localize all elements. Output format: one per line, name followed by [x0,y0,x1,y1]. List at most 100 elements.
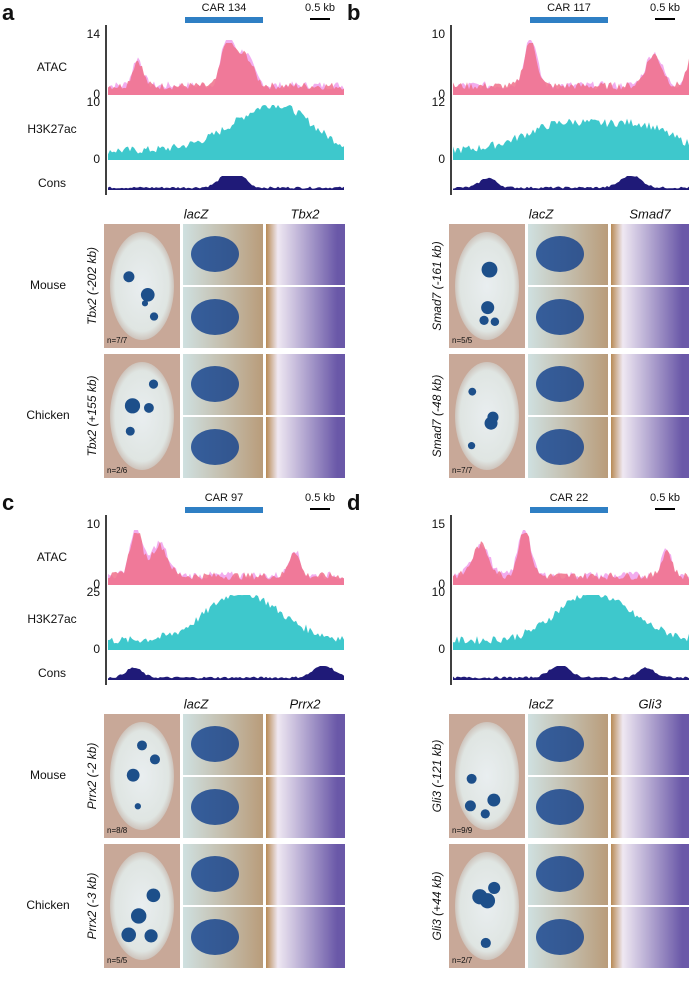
lacz-stain [191,299,239,335]
ish-image [611,714,689,775]
construct-label: Prrx2 (-2 kb) [85,743,99,810]
track-tick: 12 [432,95,446,109]
region-label: CAR 22 [550,492,589,504]
track-tick: 0 [438,152,445,166]
track-label: H3K27ac [27,612,76,626]
scale-label: 0.5 kb [305,492,335,504]
ish-image [266,354,345,415]
lacz-stain [191,789,239,825]
stain [140,287,155,302]
construct-label: Gli3 (+44 kb) [430,871,444,940]
track-tick: 15 [432,517,446,531]
row-label: Chicken [26,898,69,912]
construct-label: Tbx2 (+155 kb) [85,375,99,456]
n-label: n=2/7 [452,956,473,965]
ish-image [266,224,345,285]
stain [464,800,476,812]
stain [490,317,500,327]
region-bar [185,17,263,23]
atac-track [453,530,689,585]
construct-label: Prrx2 (-3 kb) [85,873,99,940]
track-label: H3K27ac [27,122,76,136]
construct-label: Smad7 (-161 kb) [430,241,444,330]
track-label: ATAC [37,60,68,74]
ish-image [611,354,689,415]
stain [130,908,147,924]
cons-track [108,666,344,680]
atac-track [108,533,344,585]
stain [137,740,147,751]
track-label: Cons [38,176,66,190]
track-tick: 10 [432,585,446,599]
n-label: n=5/5 [107,956,128,965]
lacz-stain [536,236,584,272]
lacz-stain [536,299,584,335]
stain [479,893,496,909]
scale-label: 0.5 kb [305,2,335,14]
stain [144,929,158,943]
column-header: Tbx2 [291,206,321,221]
column-header: Smad7 [629,206,671,221]
lacz-stain [536,856,584,892]
ish-image [266,844,345,905]
track-tick: 14 [87,27,101,41]
ish-image [611,907,689,968]
lacz-stain [191,429,239,465]
stain [479,315,489,326]
stain [149,754,160,765]
lacz-stain [536,366,584,402]
n-label: n=7/7 [107,336,128,345]
panel-letter: a [2,0,15,25]
stain [480,937,491,949]
ish-image [611,224,689,285]
region-label: CAR 117 [547,2,591,14]
row-label: Mouse [30,768,66,782]
track-tick: 10 [87,517,101,531]
cons-track [453,666,689,680]
track-tick: 10 [432,27,446,41]
stain [148,379,159,389]
lacz-stain [191,856,239,892]
lacz-stain [191,919,239,955]
ish-image [266,714,345,775]
region-bar [530,507,608,513]
lacz-stain [191,726,239,762]
n-label: n=5/5 [452,336,473,345]
ish-image [611,844,689,905]
embryo [455,232,519,340]
column-header: lacZ [529,696,555,711]
ish-image [266,777,345,838]
stain [126,768,140,782]
h3k27ac-track [108,595,344,650]
ish-image [611,777,689,838]
stain [143,402,154,413]
region-label: CAR 134 [202,2,247,14]
stain [141,300,149,307]
lacz-stain [536,726,584,762]
scale-label: 0.5 kb [650,492,680,504]
h3k27ac-track [453,118,689,160]
stain [149,312,159,321]
ish-image [266,417,345,478]
ish-image [266,907,345,968]
atac-track [453,43,689,95]
embryo [110,362,174,470]
region-bar [185,507,263,513]
atac-track [108,43,344,95]
track-tick: 25 [87,585,101,599]
region-label: CAR 97 [205,492,244,504]
stain [134,803,141,810]
lacz-stain [536,429,584,465]
panel-letter: b [347,0,360,25]
cons-track [453,176,689,190]
column-header: lacZ [184,696,210,711]
panel-letter: c [2,490,14,515]
embryo [455,362,519,470]
stain [466,773,477,784]
column-header: Gli3 [638,696,662,711]
